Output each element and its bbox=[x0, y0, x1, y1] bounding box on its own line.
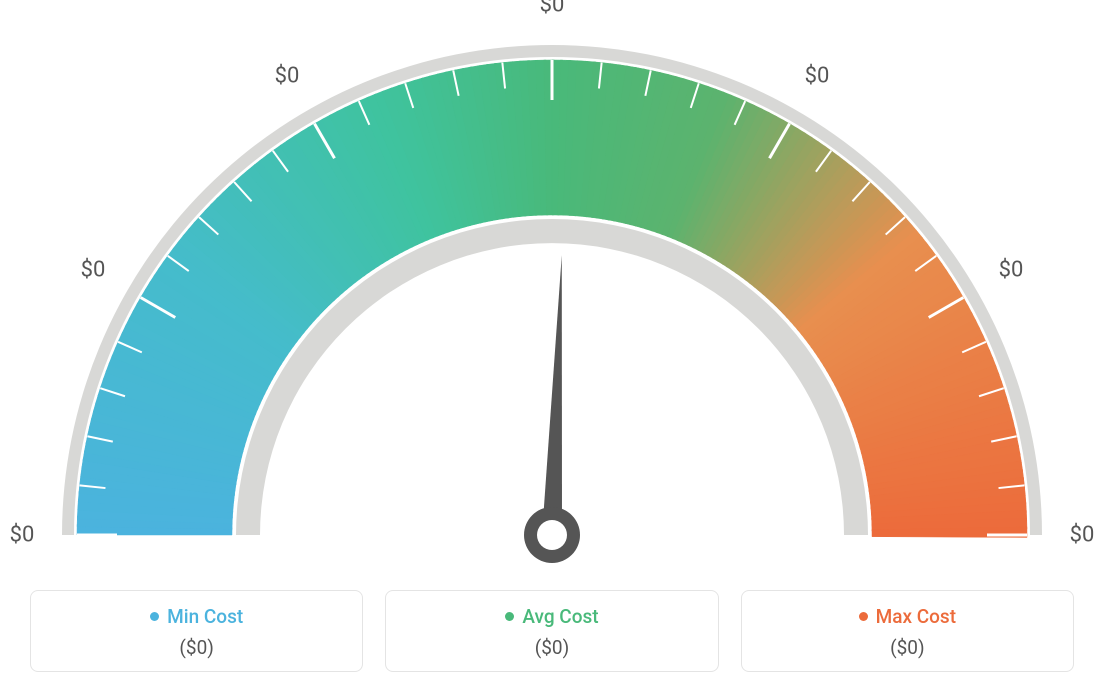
legend-title-min: Min Cost bbox=[150, 605, 243, 628]
legend-row: Min Cost ($0) Avg Cost ($0) Max Cost ($0… bbox=[30, 590, 1074, 672]
legend-dot-avg bbox=[505, 612, 514, 621]
legend-card-min: Min Cost ($0) bbox=[30, 590, 363, 672]
legend-label-min: Min Cost bbox=[167, 605, 243, 628]
gauge-container: $0$0$0$0$0$0$0 bbox=[32, 10, 1072, 560]
gauge-tick-label: $0 bbox=[805, 64, 830, 89]
legend-value-avg: ($0) bbox=[396, 636, 707, 659]
gauge-tick-label: $0 bbox=[540, 0, 565, 18]
legend-value-min: ($0) bbox=[41, 636, 352, 659]
gauge-tick-label: $0 bbox=[275, 64, 300, 89]
legend-title-avg: Avg Cost bbox=[505, 605, 598, 628]
legend-label-max: Max Cost bbox=[876, 605, 956, 628]
legend-label-avg: Avg Cost bbox=[522, 605, 598, 628]
gauge-svg bbox=[32, 10, 1072, 570]
legend-value-max: ($0) bbox=[752, 636, 1063, 659]
gauge-tick-label: $0 bbox=[1070, 523, 1095, 548]
gauge-tick-label: $0 bbox=[999, 258, 1024, 283]
legend-card-max: Max Cost ($0) bbox=[741, 590, 1074, 672]
legend-card-avg: Avg Cost ($0) bbox=[385, 590, 718, 672]
legend-dot-max bbox=[859, 612, 868, 621]
gauge-tick-label: $0 bbox=[10, 523, 35, 548]
legend-title-max: Max Cost bbox=[859, 605, 956, 628]
gauge-tick-label: $0 bbox=[81, 258, 106, 283]
legend-dot-min bbox=[150, 612, 159, 621]
